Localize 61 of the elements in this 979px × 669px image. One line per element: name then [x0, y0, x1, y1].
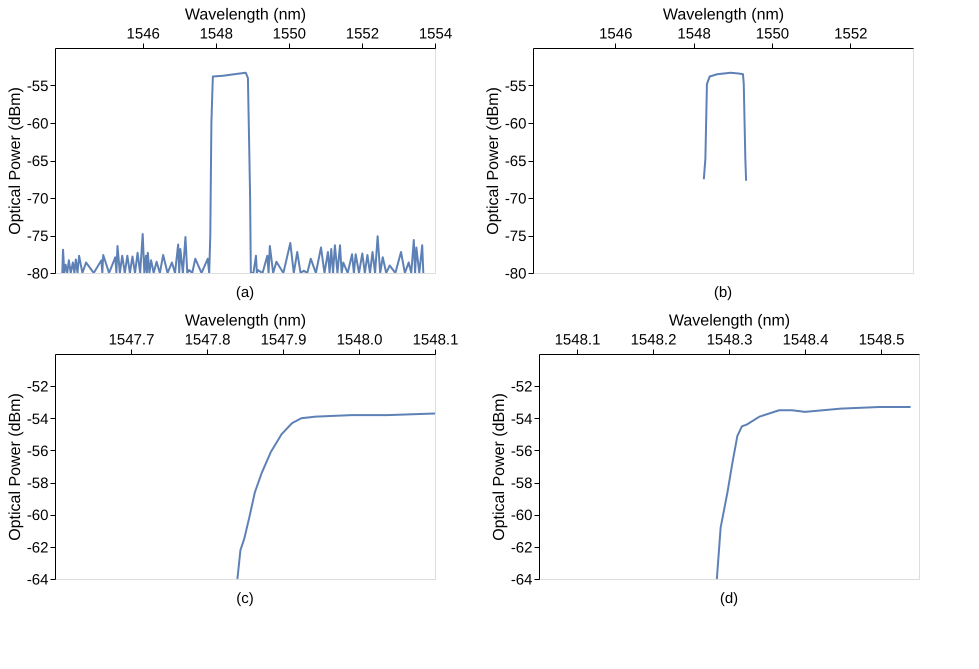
y-tick-label: -65	[504, 153, 526, 170]
y-tick-label: -64	[510, 572, 532, 588]
y-tick-label: -70	[26, 190, 48, 208]
y-tick-label: -80	[504, 266, 526, 282]
x-tick-label: 1546	[126, 26, 160, 42]
x-tick-label: 1547.9	[260, 332, 306, 348]
y-tick-label: -55	[26, 78, 48, 95]
y-tick-label: -56	[26, 442, 48, 460]
x-tick-label: 1548.5	[858, 332, 904, 348]
x-tick-label: 1548	[200, 26, 233, 42]
y-axis-title: Optical Power (dBm)	[6, 393, 24, 541]
y-tick-label: -54	[510, 410, 532, 428]
text: (d)	[720, 590, 738, 607]
y-tick-label: -62	[510, 539, 532, 556]
x-tick-label: 1554	[418, 26, 452, 42]
x-tick-label: 1548.1	[412, 332, 458, 348]
y-tick-label: -75	[504, 228, 526, 245]
x-tick-label: 1547.8	[184, 332, 230, 348]
x-tick-label: 1546	[599, 26, 632, 42]
x-tick-label: 1548.3	[706, 332, 752, 348]
x-axis-title: Wavelength (nm)	[668, 312, 790, 330]
y-axis-title: Optical Power (dBm)	[490, 393, 508, 541]
line-series	[702, 72, 748, 182]
x-tick-label: 1550	[272, 26, 306, 42]
y-tick-label: -58	[510, 475, 532, 492]
y-tick-label: -65	[26, 153, 48, 170]
y-tick-label: -60	[510, 507, 532, 524]
y-tick-label: -58	[26, 475, 48, 492]
y-tick-label: -52	[510, 378, 532, 396]
y-tick-label: -56	[510, 442, 532, 460]
y-tick-label: -75	[26, 228, 48, 245]
x-tick-label: 1547.7	[108, 332, 154, 348]
x-tick-label: 1548	[677, 26, 711, 42]
y-axis-title: Optical Power (dBm)	[484, 87, 502, 235]
x-axis-title: Wavelength (nm)	[662, 6, 784, 24]
text: (a)	[236, 284, 254, 301]
y-axis-title: Optical Power (dBm)	[6, 87, 24, 235]
x-tick-label: 1548.1	[554, 332, 600, 348]
x-axis-title: Wavelength (nm)	[184, 312, 306, 330]
y-tick-label: -60	[26, 507, 48, 524]
y-tick-label: -64	[26, 572, 48, 588]
y-tick-label: -80	[26, 266, 48, 282]
line-series	[61, 72, 424, 273]
x-axis-title: Wavelength (nm)	[184, 6, 306, 24]
y-tick-label: -60	[26, 116, 48, 132]
line-series	[236, 412, 435, 579]
x-tick-label: 1550	[756, 26, 790, 42]
x-tick-label: 1548.4	[782, 332, 828, 348]
y-tick-label: -52	[26, 378, 48, 396]
text: (b)	[714, 284, 732, 301]
line-series	[716, 406, 912, 579]
x-tick-label: 1552	[346, 26, 380, 42]
x-tick-label: 1548.0	[336, 332, 382, 348]
text: (c)	[236, 590, 254, 607]
x-tick-label: 1552	[834, 26, 868, 42]
y-tick-label: -62	[26, 539, 48, 556]
y-tick-label: -70	[504, 190, 526, 208]
y-tick-label: -54	[26, 410, 48, 428]
x-tick-label: 1548.2	[630, 332, 676, 348]
y-tick-label: -60	[504, 116, 526, 132]
y-tick-label: -55	[504, 78, 526, 95]
